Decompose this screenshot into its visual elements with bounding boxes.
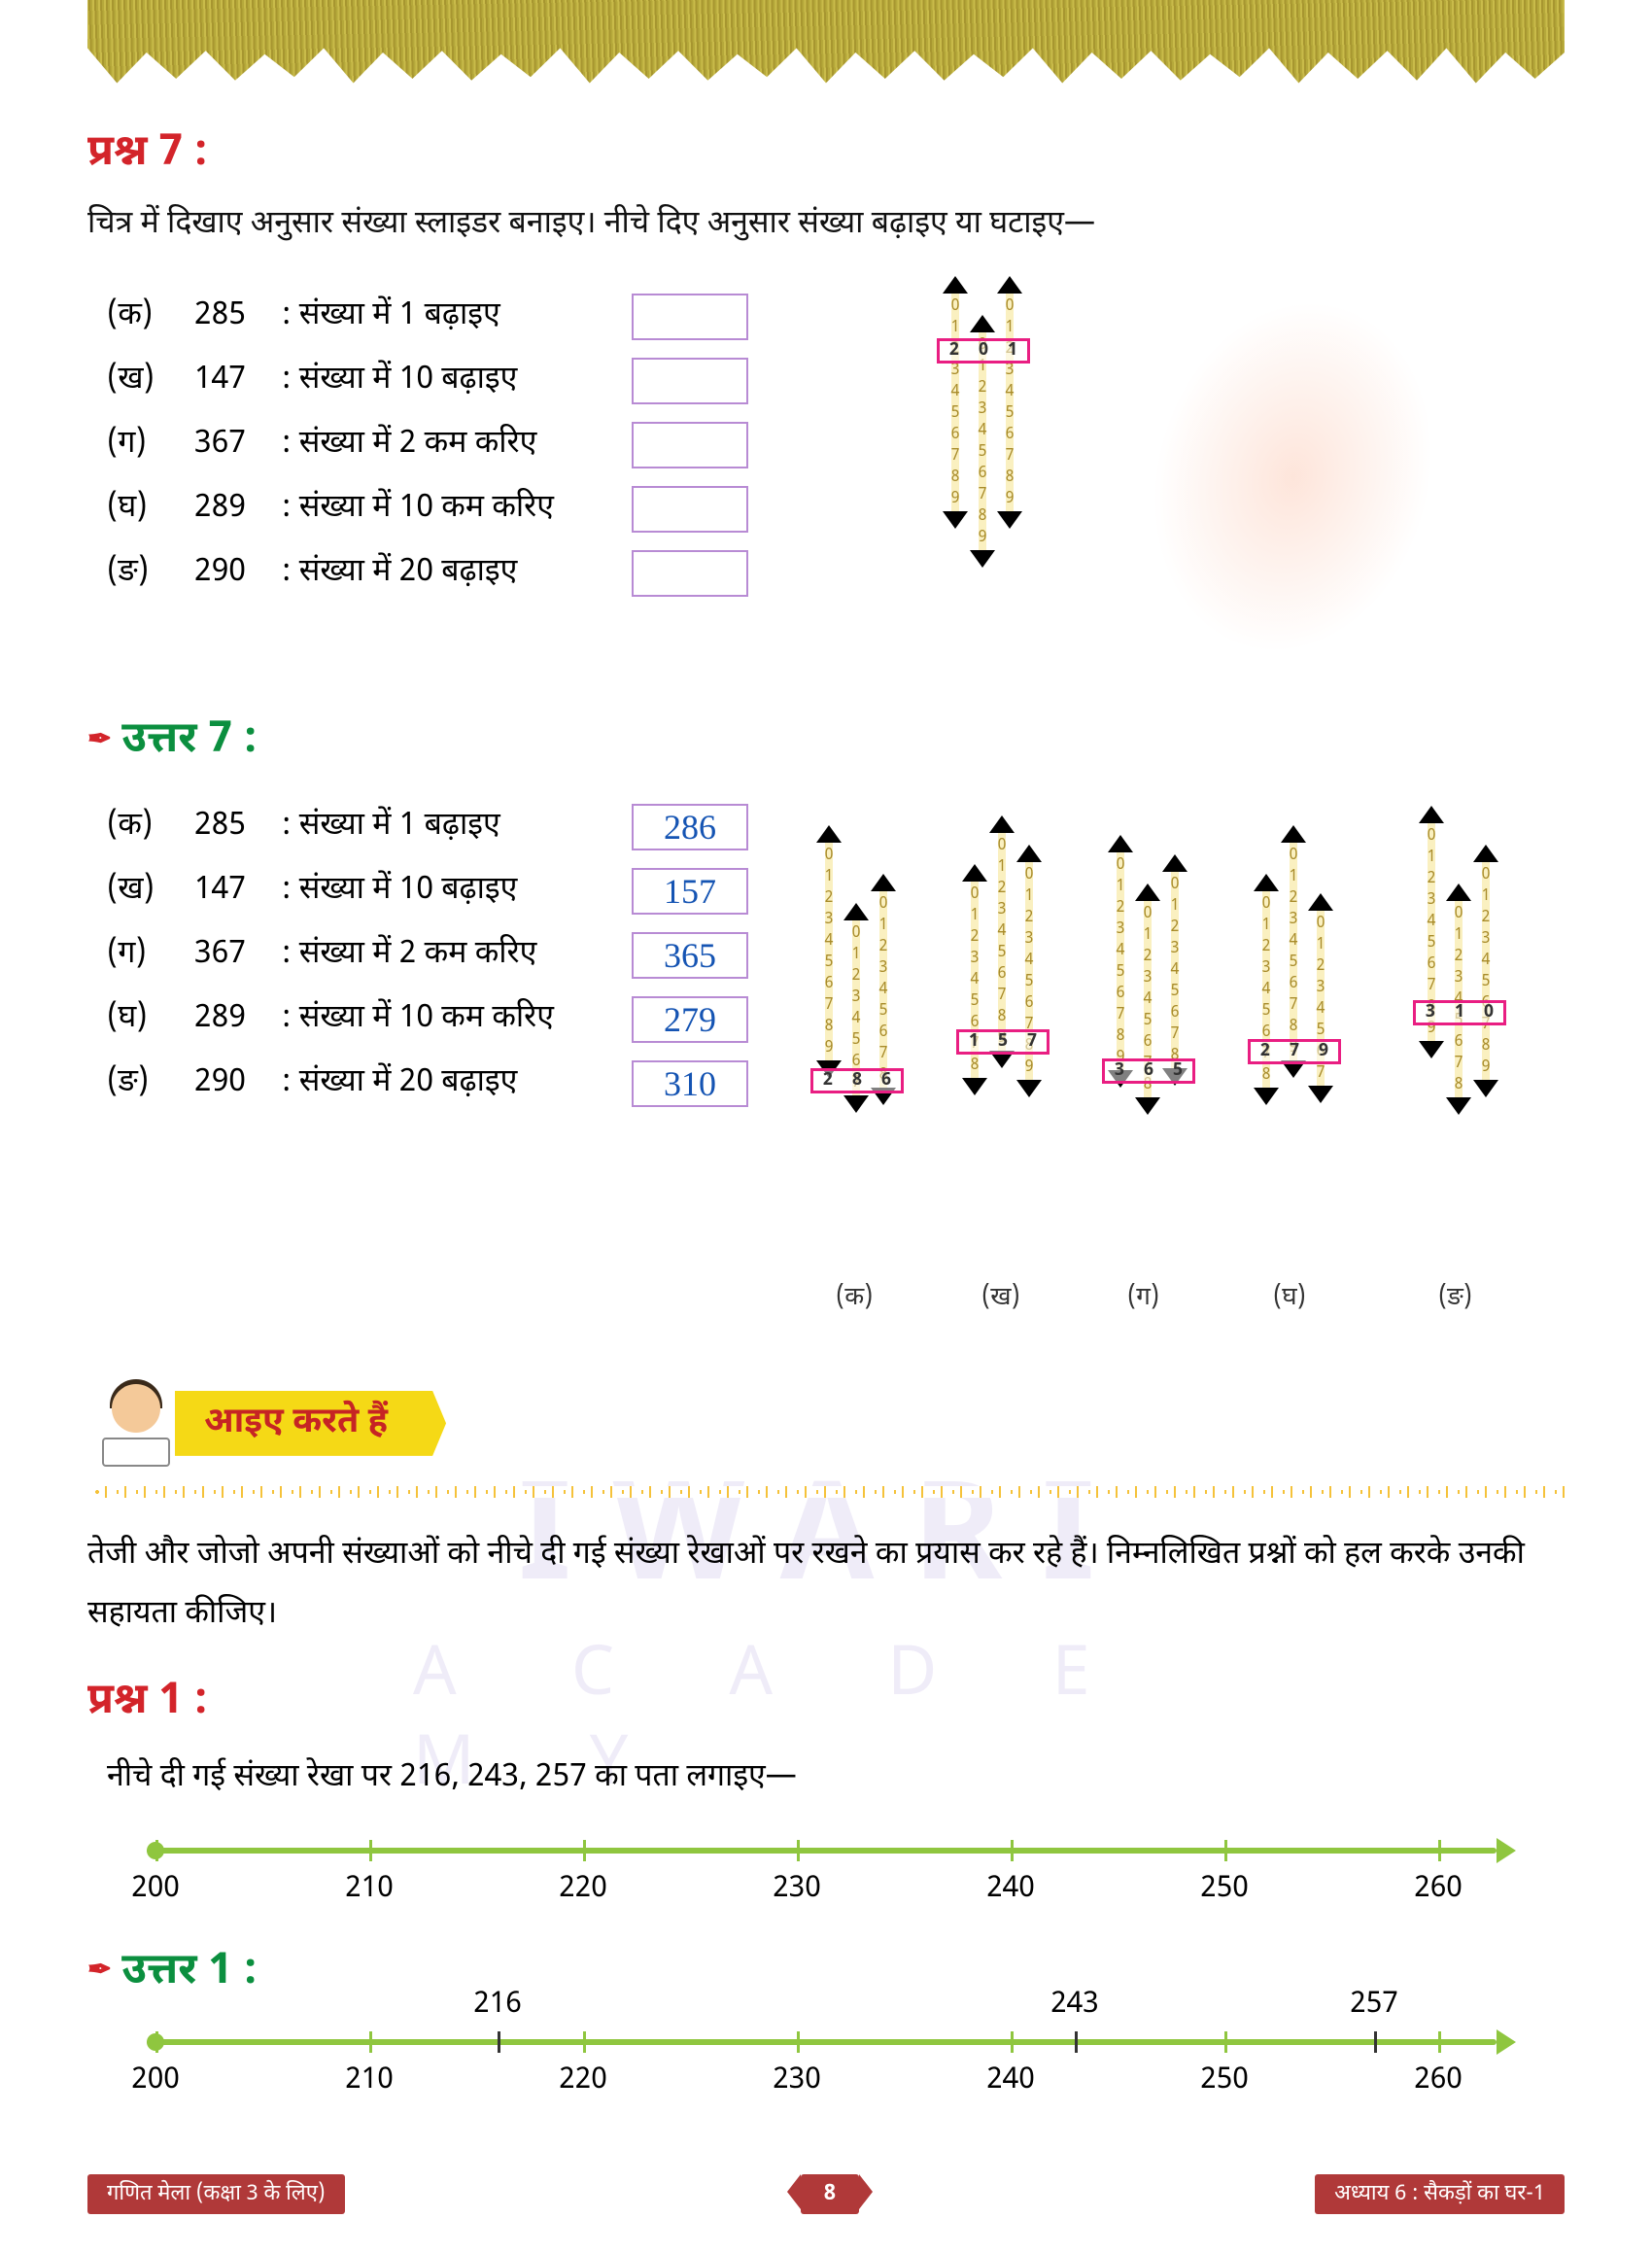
item-number: 367 xyxy=(194,935,282,976)
feather-icon: ✒ xyxy=(87,722,112,761)
answer-7-row: (ङ) 290 : संख्या में 20 बढ़ाइए 310 xyxy=(107,1060,787,1107)
item-number: 289 xyxy=(194,999,282,1040)
answer-7-row: (घ) 289 : संख्या में 10 कम करिए 279 xyxy=(107,996,787,1043)
item-label: (घ) xyxy=(107,999,194,1040)
item-number: 289 xyxy=(194,489,282,530)
item-text: : संख्या में 10 बढ़ाइए xyxy=(282,871,632,912)
item-number: 290 xyxy=(194,1063,282,1104)
question-7-row: (घ) 289 : संख्या में 10 कम करिए xyxy=(107,486,787,533)
section-banner: आइए करते हैं xyxy=(87,1379,1565,1467)
question-7-row: (ख) 147 : संख्या में 10 बढ़ाइए xyxy=(107,358,787,404)
item-text: : संख्या में 10 कम करिए xyxy=(282,489,632,530)
answer-7-row: (ख) 147 : संख्या में 10 बढ़ाइए 157 xyxy=(107,868,787,915)
section2-text: तेजी और जोजो अपनी संख्याओं को नीचे दी गई… xyxy=(87,1527,1565,1646)
item-text: : संख्या में 1 बढ़ाइए xyxy=(282,807,632,848)
item-label: (क) xyxy=(107,296,194,337)
question-7-items: (क) 285 : संख्या में 1 बढ़ाइए (ख) 147 : … xyxy=(87,276,787,614)
item-label: (ङ) xyxy=(107,553,194,594)
slider-demo: 012345678901234567890123456789201 xyxy=(826,276,1565,684)
item-number: 285 xyxy=(194,296,282,337)
footer-right: अध्याय 6 : सैकड़ों का घर-1 xyxy=(1315,2174,1565,2214)
question-7-row: (क) 285 : संख्या में 1 बढ़ाइए xyxy=(107,294,787,340)
question-1-text: नीचे दी गई संख्या रेखा पर 216, 243, 257 … xyxy=(107,1750,1565,1809)
item-number: 285 xyxy=(194,807,282,848)
answer-box-filled: 365 xyxy=(632,932,748,979)
item-number: 147 xyxy=(194,361,282,401)
answer-box-filled: 157 xyxy=(632,868,748,915)
answer-box-filled: 310 xyxy=(632,1060,748,1107)
item-text: : संख्या में 20 बढ़ाइए xyxy=(282,1063,632,1104)
item-text: : संख्या में 2 कम करिए xyxy=(282,425,632,466)
wavy-divider xyxy=(87,1486,1565,1498)
item-label: (घ) xyxy=(107,489,194,530)
answer-1-numberline: 200210220230240250260216243257 xyxy=(117,2020,1565,2107)
item-label: (ङ) xyxy=(107,1063,194,1104)
item-text: : संख्या में 10 कम करिए xyxy=(282,999,632,1040)
item-label: (ख) xyxy=(107,361,194,401)
question-1-heading: प्रश्न 1 : xyxy=(87,1675,1565,1730)
decorative-top-border xyxy=(87,0,1565,87)
answer-7-heading: ✒ उत्तर 7 : xyxy=(87,713,1565,769)
answer-box-empty xyxy=(632,550,748,597)
item-number: 367 xyxy=(194,425,282,466)
answer-box-empty xyxy=(632,422,748,468)
question-1-numberline: 200210220230240250260 xyxy=(117,1828,1565,1916)
item-label: (ग) xyxy=(107,425,194,466)
page-footer: गणित मेला (कक्षा 3 के लिए) 8 अध्याय 6 : … xyxy=(87,2174,1565,2214)
item-number: 290 xyxy=(194,553,282,594)
question-7-row: (ग) 367 : संख्या में 2 कम करिए xyxy=(107,422,787,468)
question-7-heading: प्रश्न 7 : xyxy=(87,126,1565,182)
answer-7-items: (क) 285 : संख्या में 1 बढ़ाइए 286 (ख) 147… xyxy=(87,786,787,1125)
answer-7-row: (क) 285 : संख्या में 1 बढ़ाइए 286 xyxy=(107,804,787,850)
answer-box-empty xyxy=(632,294,748,340)
item-label: (ख) xyxy=(107,871,194,912)
item-label: (क) xyxy=(107,807,194,848)
answer-7-row: (ग) 367 : संख्या में 2 कम करिए 365 xyxy=(107,932,787,979)
answer-box-empty xyxy=(632,358,748,404)
item-number: 147 xyxy=(194,871,282,912)
feather-icon: ✒ xyxy=(87,1953,112,1992)
footer-left: गणित मेला (कक्षा 3 के लिए) xyxy=(87,2174,345,2214)
answer-1-heading-text: उत्तर 1 : xyxy=(121,1945,258,2000)
item-text: : संख्या में 20 बढ़ाइए xyxy=(282,553,632,594)
answer-7-heading-text: उत्तर 7 : xyxy=(121,713,258,769)
answer-sliders: 012345678901234567012345678286(क)0123456… xyxy=(816,786,1565,1331)
question-7-intro: चित्र में दिखाए अनुसार संख्या स्लाइडर बन… xyxy=(87,199,1565,252)
question-7-row: (ङ) 290 : संख्या में 20 बढ़ाइए xyxy=(107,550,787,597)
answer-box-filled: 279 xyxy=(632,996,748,1043)
answer-1-heading: ✒ उत्तर 1 : xyxy=(87,1945,1565,2000)
kid-icon xyxy=(87,1379,185,1467)
banner-text: आइए करते हैं xyxy=(175,1391,446,1456)
answer-box-empty xyxy=(632,486,748,533)
footer-page-number: 8 xyxy=(801,2174,859,2214)
item-text: : संख्या में 1 बढ़ाइए xyxy=(282,296,632,337)
item-label: (ग) xyxy=(107,935,194,976)
answer-box-filled: 286 xyxy=(632,804,748,850)
item-text: : संख्या में 10 बढ़ाइए xyxy=(282,361,632,401)
item-text: : संख्या में 2 कम करिए xyxy=(282,935,632,976)
